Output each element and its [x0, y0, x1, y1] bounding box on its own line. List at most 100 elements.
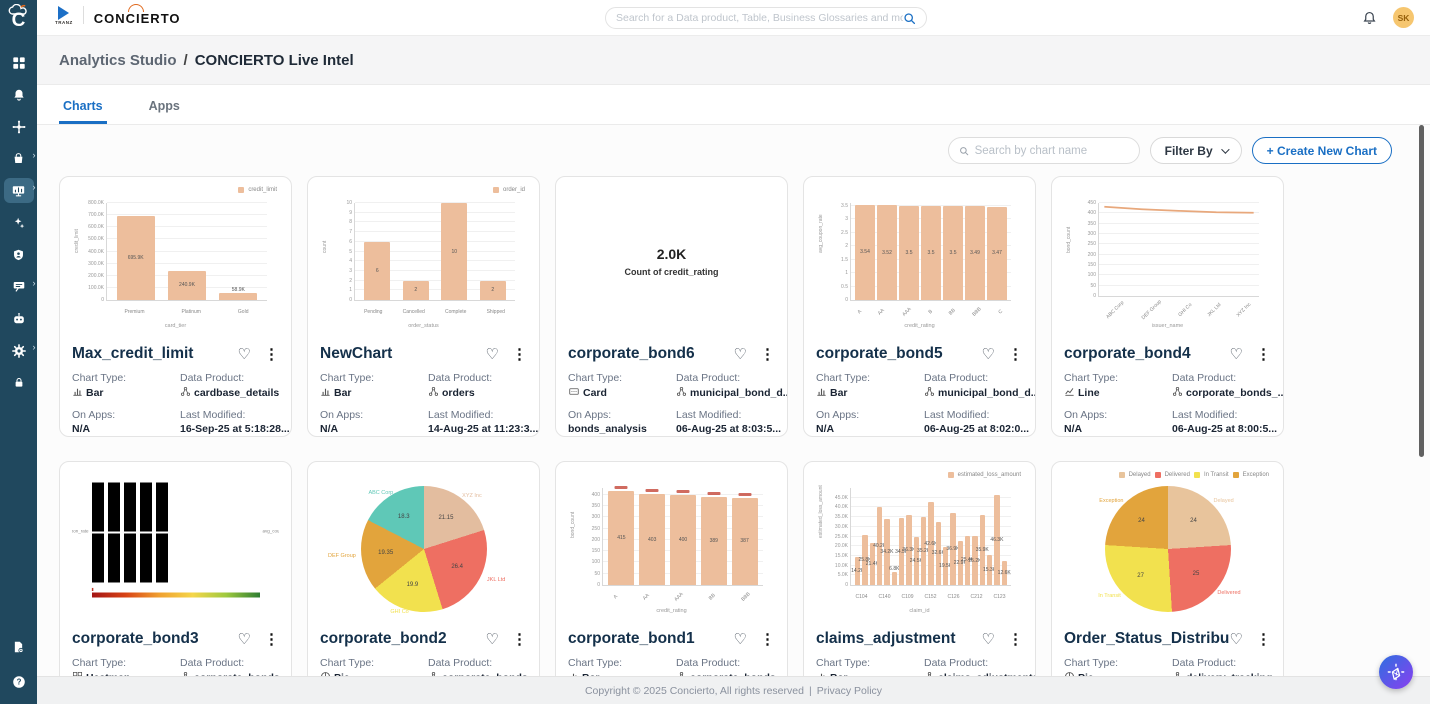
favorite-heart-icon[interactable]: ♡	[733, 631, 747, 648]
user-avatar[interactable]: SK	[1393, 7, 1414, 28]
sidebar-item-secure-vault[interactable]	[4, 370, 34, 395]
chart-card[interactable]: Delayed Delivered In Transit Exception 24 Del…	[1051, 461, 1284, 704]
kebab-menu-icon[interactable]: ⋮	[512, 630, 527, 648]
sidebar-item-alerts-bell[interactable]	[4, 82, 34, 107]
ai-sparkle-icon	[12, 216, 26, 230]
vertical-scrollbar[interactable]	[1419, 125, 1424, 457]
search-icon[interactable]	[903, 12, 916, 25]
global-search-input[interactable]	[616, 12, 903, 24]
chart-card[interactable]: 2.0K Count of credit_rating corporate_bond…	[555, 176, 788, 437]
copyright-text: Copyright © 2025 Concierto, All rights r…	[584, 684, 804, 697]
heatmap-colorscale: ▮	[91, 586, 260, 598]
data-product-nodes-icon	[1172, 386, 1183, 400]
last-modified-label: Last Modified:	[428, 409, 494, 421]
chart-card[interactable]: AAAAAABBBBBavg_coupon_rateavg_coupon_rat…	[59, 461, 292, 704]
chart-card[interactable]: bond_count 0 50 100 150 200 250 300 350 400 415 403…	[555, 461, 788, 704]
kebab-menu-icon[interactable]: ⋮	[1008, 630, 1023, 648]
favorite-heart-icon[interactable]: ♡	[237, 631, 251, 648]
sidebar-item-ai-sparkle[interactable]	[4, 210, 34, 235]
filter-by-button[interactable]: Filter By	[1149, 137, 1242, 164]
concierto-wordmark[interactable]: CONCIERTO	[94, 4, 181, 26]
sidebar-item-security-shield[interactable]	[4, 242, 34, 267]
chart-card[interactable]: order_id count 0 1 2 3 4 5 6 7 8 9 10 6 2 10 2 Pending Can…	[307, 176, 540, 437]
pie-slice-callout: JKL Ltd	[486, 576, 506, 583]
x-axis-label: order_status	[408, 323, 439, 329]
collab-screen-icon	[12, 280, 26, 293]
last-modified-label: Last Modified:	[1172, 409, 1238, 421]
bar: 6.8K	[889, 566, 899, 585]
chart-card[interactable]: credit_limit credit_limit 0 100.0K 200.0K 300…	[59, 176, 292, 437]
create-new-chart-button[interactable]: + Create New Chart	[1251, 137, 1392, 164]
tab-apps[interactable]: Apps	[148, 99, 180, 113]
chart-card-title: NewChart	[320, 345, 393, 362]
chart-card[interactable]: bond_count 0 50 100 150 200 250 300 350 400 450 ABC…	[1051, 176, 1284, 437]
favorite-heart-icon[interactable]: ♡	[981, 346, 995, 363]
x-axis-ticks: A AA AAA BB BBB	[612, 591, 752, 603]
sidebar-item-analytics-studio[interactable]: ›	[3, 178, 36, 203]
pie-slice-callout: ABC Corp	[368, 489, 394, 496]
bar: 58.9K	[219, 287, 258, 300]
bar: 42.6K	[924, 502, 937, 585]
chevron-right-icon: ›	[32, 278, 36, 288]
chart-card[interactable]: estimated_loss_amount estimated_loss_amou…	[803, 461, 1036, 704]
data-product-nodes-icon	[924, 386, 935, 400]
pie-slice-value: 19.35	[378, 549, 394, 556]
y-axis-label: bond_count	[570, 512, 576, 539]
chart-card-title: corporate_bond4	[1064, 345, 1191, 362]
tranz-logo[interactable]: TRANZ	[55, 5, 73, 25]
bar-chart-icon	[816, 386, 827, 400]
bar-chart-icon	[320, 386, 331, 400]
x-axis-ticks: ABC Corp DEF Group GHI Co JKL Ltd XYZ Inc	[1105, 298, 1253, 322]
brand-divider	[82, 6, 84, 24]
sidebar-item-bot[interactable]	[4, 306, 34, 331]
chart-type-label: Chart Type:	[72, 657, 127, 669]
notifications-bell-icon[interactable]	[1362, 10, 1377, 26]
sidebar-item-compass-move[interactable]	[4, 114, 34, 139]
favorite-heart-icon[interactable]: ♡	[485, 346, 499, 363]
bar: 3.49	[965, 205, 985, 300]
svg-text:?: ?	[16, 677, 21, 686]
bar: 40.2K	[873, 507, 886, 585]
chart-card[interactable]: 21.15 XYZ Inc 26.4 JKL Ltd 19.9 GHI Co 19.35 DE…	[307, 461, 540, 704]
chart-type-label: Chart Type:	[1064, 657, 1119, 669]
card-chart-icon	[568, 386, 580, 400]
sidebar-item-help[interactable]: ?	[4, 669, 34, 694]
breadcrumb-section[interactable]: Analytics Studio	[59, 51, 177, 69]
favorite-heart-icon[interactable]: ♡	[485, 631, 499, 648]
kebab-menu-icon[interactable]: ⋮	[1008, 345, 1023, 363]
kebab-menu-icon[interactable]: ⋮	[1256, 630, 1271, 648]
kebab-menu-icon[interactable]: ⋮	[264, 345, 279, 363]
release-notes-icon	[12, 640, 25, 654]
sidebar-item-settings-gear[interactable]: ›	[4, 338, 36, 363]
chart-search-input[interactable]	[974, 144, 1129, 157]
privacy-policy-link[interactable]: Privacy Policy	[816, 684, 883, 697]
pie-slice-callout: In Transit	[1098, 592, 1121, 599]
tab-charts[interactable]: Charts	[59, 99, 107, 124]
kebab-menu-icon[interactable]: ⋮	[760, 630, 775, 648]
chart-type-label: Chart Type:	[72, 372, 127, 384]
chart-card[interactable]: avg_coupon_rate 0 0.5 1 1.5 2 2.5 3 3.5 3.54 3.52 3…	[803, 176, 1036, 437]
favorite-heart-icon[interactable]: ♡	[1229, 346, 1243, 363]
concierto-cloud-logo[interactable]: C	[6, 4, 32, 36]
kebab-menu-icon[interactable]: ⋮	[760, 345, 775, 363]
sidebar-item-collab-screen[interactable]: ›	[4, 274, 36, 299]
kebab-menu-icon[interactable]: ⋮	[512, 345, 527, 363]
favorite-heart-icon[interactable]: ♡	[237, 346, 251, 363]
bar: 400	[669, 489, 696, 585]
kebab-menu-icon[interactable]: ⋮	[1256, 345, 1271, 363]
sidebar-item-marketplace-bag[interactable]: ›	[4, 146, 36, 171]
y-axis-label: count	[322, 241, 328, 254]
favorite-heart-icon[interactable]: ♡	[1229, 631, 1243, 648]
favorite-heart-icon[interactable]: ♡	[981, 631, 995, 648]
chart-type-value: Line	[1064, 386, 1164, 400]
brand-logos: TRANZ CONCIERTO	[55, 4, 181, 26]
last-modified-value: 14-Aug-25 at 11:23:3...	[428, 423, 539, 435]
bar: 2	[402, 280, 429, 300]
favorite-heart-icon[interactable]: ♡	[733, 346, 747, 363]
bar: 21.4K	[866, 543, 879, 585]
sidebar-item-dashboard[interactable]	[4, 50, 34, 75]
x-axis-ticks: Premium Platinum Gold	[124, 309, 249, 315]
sidebar-item-release-notes[interactable]	[4, 634, 34, 659]
assistant-fab-button[interactable]	[1379, 655, 1413, 689]
kebab-menu-icon[interactable]: ⋮	[264, 630, 279, 648]
